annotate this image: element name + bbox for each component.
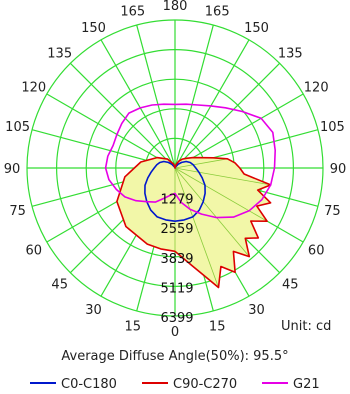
grid-spoke [46,93,176,169]
legend: C0-C180 C90-C270 G21 [30,377,320,392]
angle-label: 60 [26,244,43,259]
grid-spoke [69,62,176,169]
angle-label: 45 [51,277,68,292]
angle-label: 135 [278,47,303,62]
angle-label: 30 [248,303,265,318]
fill-hatch-line [174,167,271,186]
unit-label: Unit: cd [281,319,331,334]
series-layer [104,103,277,289]
fill-hatch-line [174,167,268,222]
grid-spoke [174,39,250,169]
angle-label: 45 [282,277,299,292]
legend-label: C90-C270 [173,377,237,392]
grid-spoke [174,24,214,169]
average-diffuse-angle-text: Average Diffuse Angle(50%): 95.5° [61,349,288,364]
angle-label: 15 [125,319,142,334]
fill-hatch [174,158,271,288]
series-c90-c270-curve [116,156,272,289]
angle-label: 120 [304,81,329,96]
ring-label: 5119 [160,281,193,296]
legend-item: C90-C270 [142,377,237,392]
angle-label: 75 [324,204,341,219]
angle-label: 90 [330,162,347,177]
legend-item: G21 [262,377,320,392]
grid-spoke [174,62,281,169]
angle-label: 135 [47,47,72,62]
ring-label: 6399 [160,311,193,326]
angle-label: 150 [81,21,106,36]
angle-label: 150 [244,21,269,36]
angle-label: 75 [9,204,26,219]
c90-fill-area [116,157,271,288]
ring-label: 1279 [160,193,193,208]
ring-label: 2559 [160,222,193,237]
legend-item: C0-C180 [30,377,117,392]
angle-label: 105 [5,120,30,135]
angle-label: 120 [21,81,46,96]
angle-label: 15 [209,319,226,334]
grid-spoke [136,24,176,169]
angle-label: 165 [120,5,145,20]
angle-label: 60 [308,244,325,259]
grid-spoke [100,39,176,169]
series-g21-curve [104,103,277,219]
legend-label: C0-C180 [61,377,117,392]
angle-label: 180 [163,0,188,14]
angle-label: 105 [320,120,345,135]
legend-label: G21 [293,377,320,392]
angle-label: 90 [4,162,21,177]
ring-label: 3839 [160,252,193,267]
angle-label: 30 [85,303,102,318]
fill-hatch-line [174,167,219,288]
grid-spoke [174,93,304,169]
angle-label: 0 [171,325,179,340]
fill-hatch-line [174,158,228,169]
fill-hatch-line [174,167,250,257]
angle-label: 165 [205,5,230,20]
